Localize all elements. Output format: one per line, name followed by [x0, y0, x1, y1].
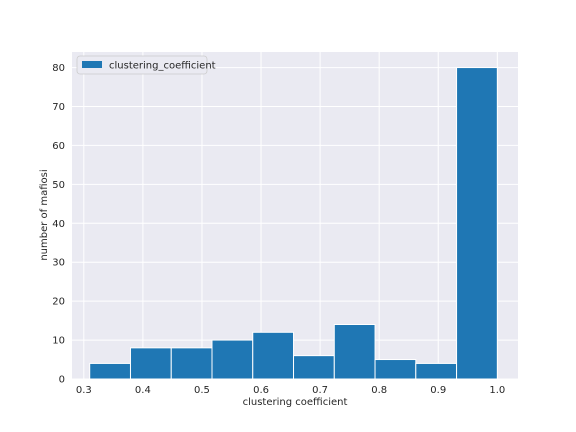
grid-lines	[72, 52, 518, 380]
x-tick-label: 0.8	[371, 385, 387, 396]
y-tick-label: 50	[52, 180, 65, 191]
histogram-bars	[89, 67, 498, 380]
histogram-bar	[333, 324, 376, 380]
histogram-bar	[252, 331, 295, 380]
histogram-bar	[89, 362, 131, 380]
y-tick-label: 80	[52, 63, 65, 74]
x-tick-label: 1.0	[489, 385, 505, 396]
legend-box	[76, 55, 208, 75]
histogram-bar	[374, 359, 417, 380]
y-tick-label: 40	[52, 219, 65, 230]
x-axis-label: clustering coefficient	[243, 397, 348, 408]
x-tick-label: 0.3	[76, 385, 92, 396]
legend-entry-label: clustering_coefficient	[109, 61, 216, 72]
y-tick-label: 30	[52, 258, 65, 269]
legend-swatch	[82, 61, 102, 68]
x-tick-label: 0.5	[194, 385, 210, 396]
legend: clustering_coefficient	[76, 55, 216, 75]
y-tick-label: 70	[52, 102, 65, 113]
y-tick-label: 10	[52, 336, 65, 347]
y-tick-label: 0	[59, 375, 65, 386]
histogram-bar	[170, 347, 213, 380]
histogram-bar	[456, 67, 498, 380]
plot-area	[72, 52, 518, 379]
histogram-bar	[129, 347, 172, 380]
x-axis-ticks: 0.3 0.4 0.5 0.6 0.7 0.8 0.9 1.0	[76, 385, 505, 396]
histogram-bar	[293, 355, 335, 380]
x-tick-label: 0.4	[135, 385, 151, 396]
x-tick-label: 0.6	[253, 385, 269, 396]
histogram-bar	[415, 362, 458, 380]
y-tick-label: 60	[52, 141, 65, 152]
histogram-bar	[211, 339, 254, 380]
y-tick-label: 20	[52, 297, 65, 308]
x-tick-label: 0.9	[430, 385, 446, 396]
y-axis-label: number of mafiosi	[39, 169, 50, 260]
x-tick-label: 0.7	[312, 385, 328, 396]
y-axis-ticks: 0 10 20 30 40 50 60 70 80	[52, 63, 65, 385]
